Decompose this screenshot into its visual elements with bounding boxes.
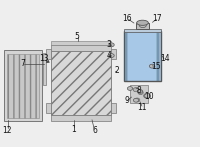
Text: 8: 8 [137,86,141,95]
Bar [125,31,127,81]
Text: 6: 6 [93,126,97,135]
Text: 14: 14 [160,54,170,63]
Text: 1: 1 [72,125,76,134]
Text: 11: 11 [137,103,147,112]
Text: 15: 15 [151,62,161,71]
Circle shape [133,98,139,102]
Bar [46,49,51,59]
Text: 13: 13 [39,54,49,63]
Bar [4,50,42,121]
Circle shape [109,54,114,57]
Bar [136,23,149,29]
Text: 4: 4 [107,51,111,60]
Bar [51,51,111,115]
Bar [43,53,46,85]
Circle shape [135,98,140,102]
Ellipse shape [137,20,148,25]
Bar [124,31,161,81]
Bar [157,31,159,81]
Bar [111,49,116,59]
Circle shape [144,93,150,98]
Text: 16: 16 [122,14,132,23]
Bar [111,103,116,113]
Circle shape [139,22,146,28]
Text: 3: 3 [107,40,111,49]
Text: 10: 10 [144,92,154,101]
Circle shape [109,43,114,47]
Circle shape [133,88,139,92]
Circle shape [149,64,155,68]
Circle shape [145,94,151,98]
Bar [51,45,111,51]
Circle shape [127,87,133,90]
Text: 17: 17 [152,14,162,23]
Circle shape [137,90,143,93]
Circle shape [138,91,143,95]
Bar [124,29,161,32]
Bar [130,85,148,103]
Text: 5: 5 [75,31,79,41]
Text: 7: 7 [21,59,25,69]
Bar [51,41,111,45]
Text: 2: 2 [115,66,119,75]
Text: 9: 9 [125,96,129,105]
Bar [51,115,111,121]
Bar [7,54,39,118]
Text: 12: 12 [2,126,12,135]
Bar [46,103,51,113]
